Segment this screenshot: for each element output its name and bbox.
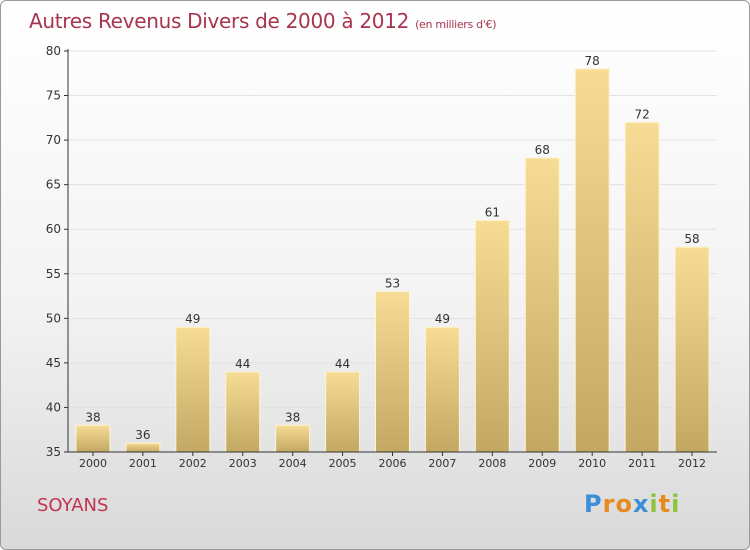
bar	[624, 121, 660, 453]
x-tick-label: 2004	[279, 457, 307, 470]
x-tick-label: 2007	[428, 457, 456, 470]
x-tick-label: 2005	[329, 457, 357, 470]
data-label: 53	[385, 277, 400, 291]
x-tick-label: 2006	[379, 457, 407, 470]
y-tick-label: 80	[46, 44, 61, 58]
y-tick-label: 65	[46, 178, 61, 192]
y-tick-label: 35	[46, 445, 61, 459]
bar	[674, 246, 710, 453]
logo-letter: o	[615, 490, 633, 518]
data-label: 49	[185, 312, 200, 326]
chart-title: Autres Revenus Divers de 2000 à 2012 (en …	[29, 9, 497, 33]
x-tick-label: 2001	[129, 457, 157, 470]
data-label: 36	[135, 428, 150, 442]
axes	[64, 49, 717, 456]
data-label: 49	[435, 312, 450, 326]
data-label: 68	[535, 143, 550, 157]
logo-letter: x	[632, 490, 650, 518]
x-tick-label: 2010	[578, 457, 606, 470]
data-label: 38	[85, 410, 100, 424]
logo-letter: t	[658, 490, 672, 518]
data-label: 58	[684, 232, 699, 246]
x-tick-label: 2009	[528, 457, 556, 470]
data-label: 61	[485, 205, 500, 219]
bars	[75, 68, 710, 453]
y-tick-label: 45	[46, 356, 61, 370]
logo-letter: i	[649, 490, 659, 518]
bar	[524, 157, 560, 453]
x-tick-label: 2003	[229, 457, 257, 470]
y-tick-label: 70	[46, 133, 61, 147]
x-tick-label: 2012	[678, 457, 706, 470]
bar	[225, 371, 261, 453]
bar	[474, 219, 510, 453]
y-tick-label: 40	[46, 400, 61, 414]
bar	[125, 442, 161, 453]
data-label: 72	[634, 107, 649, 121]
commune-name: SOYANS	[37, 495, 109, 516]
labels: 35 40 45 50 55 60 65 70 75 80 38 2000 36 2001 49 2002 44…	[46, 44, 706, 470]
bar	[175, 326, 211, 453]
data-label: 44	[235, 357, 250, 371]
bar	[75, 424, 111, 453]
data-label: 38	[285, 410, 300, 424]
logo-letter: P	[584, 490, 603, 518]
data-label: 44	[335, 357, 350, 371]
chart-title-text: Autres Revenus Divers de 2000 à 2012	[29, 9, 410, 33]
bar	[325, 371, 361, 453]
y-tick-label: 75	[46, 89, 61, 103]
y-tick-label: 55	[46, 267, 61, 281]
bar	[375, 291, 410, 453]
y-tick-label: 50	[46, 311, 61, 325]
logo-letter: r	[602, 490, 616, 518]
x-tick-label: 2002	[179, 457, 207, 470]
proxiti-logo: Proxiti	[584, 490, 680, 518]
x-tick-label: 2011	[628, 457, 656, 470]
chart-unit: (en milliers d'€)	[415, 18, 497, 31]
x-tick-label: 2000	[79, 457, 107, 470]
logo-letter: i	[671, 490, 681, 518]
x-tick-label: 2008	[478, 457, 506, 470]
bar	[275, 424, 311, 453]
bar	[424, 326, 460, 453]
y-tick-label: 60	[46, 222, 61, 236]
bar	[574, 68, 610, 453]
data-label: 78	[585, 54, 600, 68]
